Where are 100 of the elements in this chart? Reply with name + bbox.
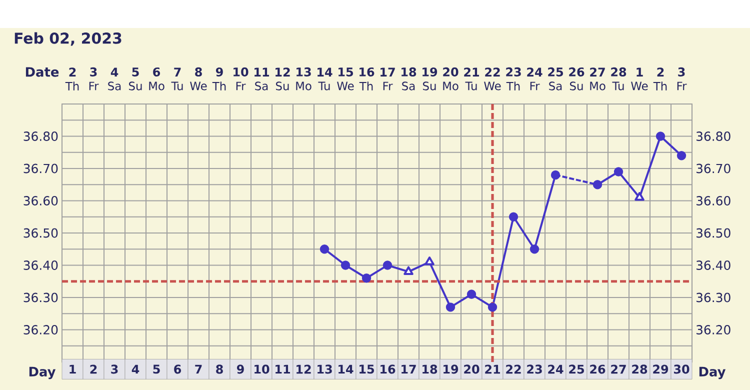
- text: Sa: [549, 82, 562, 90]
- x-tick-label: 5: [153, 364, 160, 374]
- chart-title: Feb 02, 2023: [14, 32, 122, 46]
- point: [614, 167, 624, 176]
- x2-tick-label: 24: [527, 68, 542, 76]
- x-axis-title: Day: [29, 366, 56, 380]
- x-tick-label: 28: [632, 364, 648, 374]
- x2-axis-title: Date: [26, 67, 59, 77]
- y2-tick-label: 36.60: [696, 196, 730, 206]
- x-tick-label: 17: [402, 364, 416, 374]
- text: Fr: [530, 82, 540, 90]
- y2-tick-label: 36.80: [696, 132, 730, 141]
- point: [508, 212, 518, 222]
- x2-tick-label: 17: [380, 68, 395, 76]
- point: [382, 260, 392, 270]
- x2-tick-label: 28: [611, 67, 626, 76]
- text: Mo: [149, 82, 164, 90]
- x2-tick-label: 23: [506, 67, 521, 76]
- x2-tick-label: 27: [590, 68, 605, 76]
- y2-tick-label: 36.30: [696, 292, 730, 302]
- y-tick-label: 36.70: [24, 164, 58, 174]
- text: Fr: [236, 82, 246, 90]
- x-tick-label: 4: [132, 364, 140, 374]
- x2-tick-label: 3: [678, 67, 685, 76]
- text: Th: [506, 82, 520, 90]
- x2-tick-label: 2: [69, 68, 76, 76]
- x-tick-label: 18: [422, 364, 438, 374]
- x-tick-label: 6: [174, 364, 182, 374]
- x2-tick-label: 8: [195, 67, 202, 76]
- text: We: [631, 82, 648, 90]
- text: Tu: [465, 82, 477, 90]
- y-tick-label: 36.20: [24, 325, 58, 334]
- x-tick-label: 21: [485, 364, 500, 374]
- point: [592, 180, 602, 190]
- point: [340, 260, 350, 270]
- text: We: [337, 82, 354, 90]
- text: Fr: [677, 82, 687, 90]
- x2-tick-label: 15: [338, 68, 353, 76]
- x2-tick-label: 6: [153, 67, 160, 76]
- x2-tick-label: 25: [548, 67, 563, 76]
- y-tick-label: 36.40: [24, 260, 58, 270]
- x2-tick-label: 3: [90, 67, 97, 76]
- point: [656, 132, 666, 141]
- x-tick-label: 25: [569, 364, 584, 374]
- x2-tick-label: 13: [296, 67, 311, 76]
- text: Mo: [590, 82, 606, 90]
- x-tick-label: 7: [195, 364, 202, 374]
- point: [676, 151, 686, 160]
- x2-tick-label: 22: [485, 68, 500, 76]
- point: [466, 290, 476, 299]
- text: Day: [699, 366, 726, 380]
- x2-tick-label: 16: [360, 67, 374, 76]
- x-tick-label: 19: [444, 364, 458, 374]
- x-tick-label: 2: [90, 364, 97, 374]
- x-tick-label: 30: [674, 364, 690, 374]
- text: Th: [65, 82, 79, 90]
- text: Mo: [443, 82, 458, 90]
- text: Mo: [296, 82, 312, 90]
- x2-tick-label: 12: [276, 68, 290, 76]
- text: Tu: [171, 82, 183, 90]
- x-tick-label: 23: [527, 364, 542, 374]
- x-tick-label: 13: [318, 364, 332, 374]
- point: [446, 302, 456, 312]
- point: [320, 244, 330, 254]
- point: [550, 170, 560, 180]
- text: Su: [570, 82, 583, 90]
- x-tick-label: 9: [236, 364, 244, 374]
- y-tick-label: 36.80: [24, 132, 58, 141]
- y-tick-label: 36.50: [24, 228, 58, 238]
- text: Sa: [402, 82, 415, 90]
- point: [404, 266, 414, 275]
- y2-tick-label: 36.20: [696, 325, 730, 334]
- point: [424, 256, 434, 266]
- text: Fr: [383, 82, 393, 90]
- x2-tick-label: 9: [216, 67, 223, 76]
- x-tick-label: 26: [590, 364, 606, 374]
- x2-tick-label: 2: [657, 68, 664, 76]
- y-tick-label: 36.60: [24, 196, 58, 206]
- text: Fr: [89, 82, 99, 90]
- x-tick-label: 8: [216, 364, 223, 374]
- y2-tick-label: 36.40: [696, 260, 730, 270]
- y-tick-label: 36.30: [24, 292, 58, 302]
- x-tick-label: 15: [360, 364, 374, 374]
- x2-tick-label: 11: [254, 68, 270, 76]
- text: Su: [422, 82, 436, 90]
- x-tick-label: 24: [548, 364, 564, 374]
- point: [634, 192, 644, 201]
- text: Th: [359, 82, 373, 90]
- y2-tick-label: 36.50: [696, 228, 730, 238]
- x2-tick-label: 7: [174, 68, 181, 76]
- text: Tu: [318, 82, 330, 90]
- text: Th: [653, 82, 667, 90]
- text: We: [190, 82, 207, 90]
- text: Sa: [255, 82, 268, 90]
- x-tick-label: 1: [70, 364, 76, 374]
- x-tick-label: 14: [338, 364, 354, 374]
- x2-tick-label: 21: [464, 68, 480, 76]
- x-tick-label: 16: [380, 364, 396, 374]
- x-tick-label: 20: [464, 364, 480, 374]
- text: Th: [212, 82, 226, 90]
